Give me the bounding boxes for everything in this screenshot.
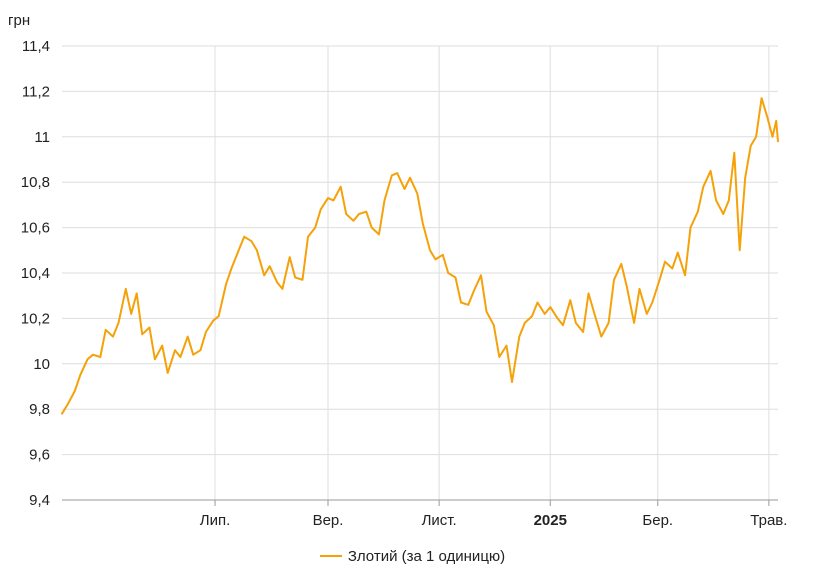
x-tick-label: Трав. bbox=[750, 512, 787, 529]
y-tick-label: 9,6 bbox=[29, 447, 50, 464]
y-tick-label: 10,4 bbox=[21, 265, 50, 282]
y-tick-label: 10 bbox=[33, 356, 50, 373]
y-tick-label: 10,6 bbox=[21, 220, 50, 237]
legend-label: Злотий (за 1 одиницю) bbox=[347, 548, 506, 565]
x-tick-label: Лип. bbox=[200, 512, 231, 529]
y-tick-label: 10,2 bbox=[21, 310, 50, 327]
y-axis-tick-labels: 11,4 11,2 11 10,8 10,6 10,4 10,2 10 9,8 9,6 9,4 bbox=[21, 38, 50, 509]
y-tick-label: 11,4 bbox=[22, 38, 50, 55]
x-tick-label: Бер. bbox=[642, 512, 673, 529]
y-tick-label: 11,2 bbox=[22, 83, 50, 100]
y-tick-label: 9,8 bbox=[29, 401, 50, 418]
horizontal-gridlines bbox=[62, 45, 778, 501]
y-tick-label: 11 bbox=[34, 129, 50, 146]
x-tick-label: Лист. bbox=[422, 512, 457, 529]
x-tick-label: Вер. bbox=[313, 512, 344, 529]
y-tick-label: 9,4 bbox=[29, 492, 50, 509]
legend[interactable]: Злотий (за 1 одиницю) bbox=[0, 548, 825, 565]
x-axis-tick-labels: Лип. Вер. Лист. 2025 Бер. Трав. bbox=[200, 512, 788, 529]
line-chart: 11,4 11,2 11 10,8 10,6 10,4 10,2 10 9,8 9,6 9,4 Ли… bbox=[8, 12, 788, 529]
x-tick-label: 2025 bbox=[534, 512, 567, 529]
series-line[interactable] bbox=[61, 97, 779, 415]
legend-swatch bbox=[319, 555, 342, 558]
series-layer bbox=[61, 97, 779, 415]
y-tick-label: 10,8 bbox=[21, 174, 50, 191]
y-axis-unit-label: грн bbox=[8, 12, 30, 29]
